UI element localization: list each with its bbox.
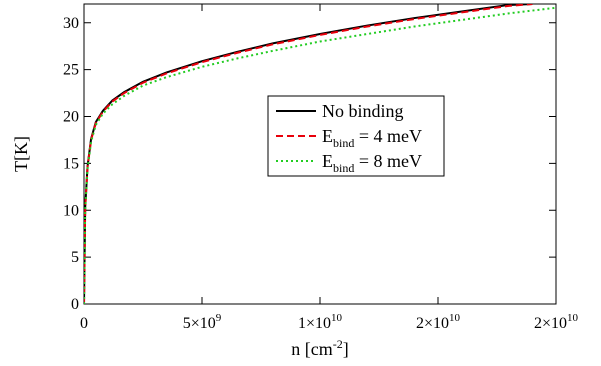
legend-box: [267, 95, 445, 177]
y-tick-label: 0: [71, 296, 79, 313]
x-tick-label: 5×109: [183, 312, 222, 332]
series-group: [84, 4, 556, 304]
x-tick-label: 2×1010: [534, 312, 579, 332]
y-tick-label: 20: [63, 109, 79, 126]
y-tick-label: 30: [63, 15, 79, 32]
legend-label-1: No binding: [322, 101, 404, 121]
series-line-3: [84, 6, 556, 304]
y-axis-label: T[K]: [11, 136, 31, 172]
x-tick-label: 0: [80, 315, 88, 332]
legend-label-2: Ebind = 4 meV: [322, 126, 422, 150]
y-tick-label: 10: [63, 202, 79, 219]
y-tick-label: 25: [63, 62, 79, 79]
y-tick-label: 5: [71, 249, 79, 266]
x-tick-label: 1×1010: [298, 312, 343, 332]
legend-label-3: Ebind = 8 meV: [322, 151, 422, 175]
ticks-group: 0 5 10 15 20 25 30 0 5×109 1×1010 2×1010 2×1010: [63, 4, 579, 332]
x-axis-label: n [cm-2]: [291, 337, 348, 359]
series-line-2: [84, 4, 533, 304]
x-tick-label: 2×1010: [416, 312, 461, 332]
y-tick-label: 15: [63, 155, 79, 172]
